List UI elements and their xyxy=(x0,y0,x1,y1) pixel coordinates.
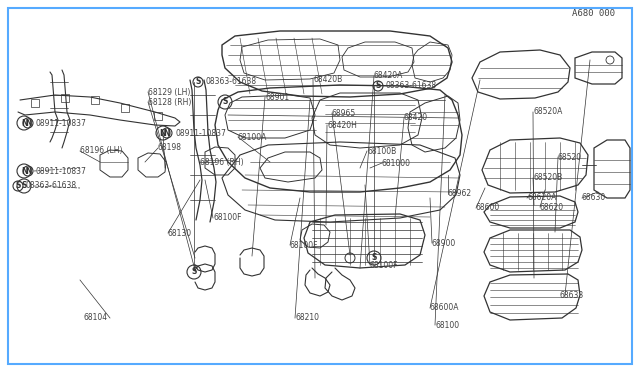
Text: 68100B: 68100B xyxy=(367,147,396,155)
Text: 68100F: 68100F xyxy=(213,214,241,222)
Text: 68196 (LH): 68196 (LH) xyxy=(80,147,122,155)
Text: N: N xyxy=(25,167,31,176)
Text: S: S xyxy=(191,267,196,276)
Text: 08911-10837: 08911-10837 xyxy=(36,167,87,176)
Text: 68128 (RH): 68128 (RH) xyxy=(148,97,191,106)
Text: 68100A: 68100A xyxy=(238,132,268,141)
Text: 68630: 68630 xyxy=(582,193,606,202)
Text: 68130: 68130 xyxy=(168,228,192,237)
Text: S: S xyxy=(195,77,201,87)
Text: 68420B: 68420B xyxy=(313,74,342,83)
Text: S: S xyxy=(375,81,381,90)
Text: 681000: 681000 xyxy=(382,158,411,167)
Text: N: N xyxy=(160,128,166,138)
Text: 68420H: 68420H xyxy=(327,121,357,129)
Text: S: S xyxy=(21,182,27,190)
Text: 68965: 68965 xyxy=(332,109,356,118)
Text: 68196 (RH): 68196 (RH) xyxy=(200,157,244,167)
Text: 68962: 68962 xyxy=(448,189,472,199)
Text: N: N xyxy=(20,167,28,176)
Text: 68100: 68100 xyxy=(435,321,459,330)
Text: 68901: 68901 xyxy=(265,93,289,102)
Text: 68100F: 68100F xyxy=(370,260,399,269)
Text: 08363-61638: 08363-61638 xyxy=(26,182,77,190)
Text: 08911-10837: 08911-10837 xyxy=(175,128,226,138)
Text: 68420A: 68420A xyxy=(374,71,403,80)
Text: 68210: 68210 xyxy=(295,314,319,323)
Text: 68620A: 68620A xyxy=(527,193,556,202)
Text: 68633: 68633 xyxy=(560,291,584,299)
Text: N: N xyxy=(20,119,28,128)
Text: 68900: 68900 xyxy=(432,238,456,247)
Text: 68520B: 68520B xyxy=(533,173,563,183)
Text: 68100F: 68100F xyxy=(290,241,319,250)
Text: N: N xyxy=(25,119,31,128)
Text: A680 000: A680 000 xyxy=(572,10,615,19)
Text: 68104: 68104 xyxy=(83,314,107,323)
Text: 08363-61638: 08363-61638 xyxy=(206,77,257,87)
Text: 68520: 68520 xyxy=(558,153,582,161)
Text: 68520A: 68520A xyxy=(533,108,563,116)
Text: 68129 (LH): 68129 (LH) xyxy=(148,87,190,96)
Text: 68600A: 68600A xyxy=(430,304,460,312)
Text: 68600: 68600 xyxy=(476,203,500,212)
Text: S: S xyxy=(371,253,377,263)
Text: 08911-10837: 08911-10837 xyxy=(36,119,87,128)
Text: S: S xyxy=(15,182,20,190)
Text: 68198: 68198 xyxy=(158,144,182,153)
Text: N: N xyxy=(164,128,170,138)
Text: 68620: 68620 xyxy=(540,202,564,212)
Text: 08363-61638: 08363-61638 xyxy=(386,81,437,90)
Text: 68420: 68420 xyxy=(404,113,428,122)
Text: S: S xyxy=(222,97,228,106)
